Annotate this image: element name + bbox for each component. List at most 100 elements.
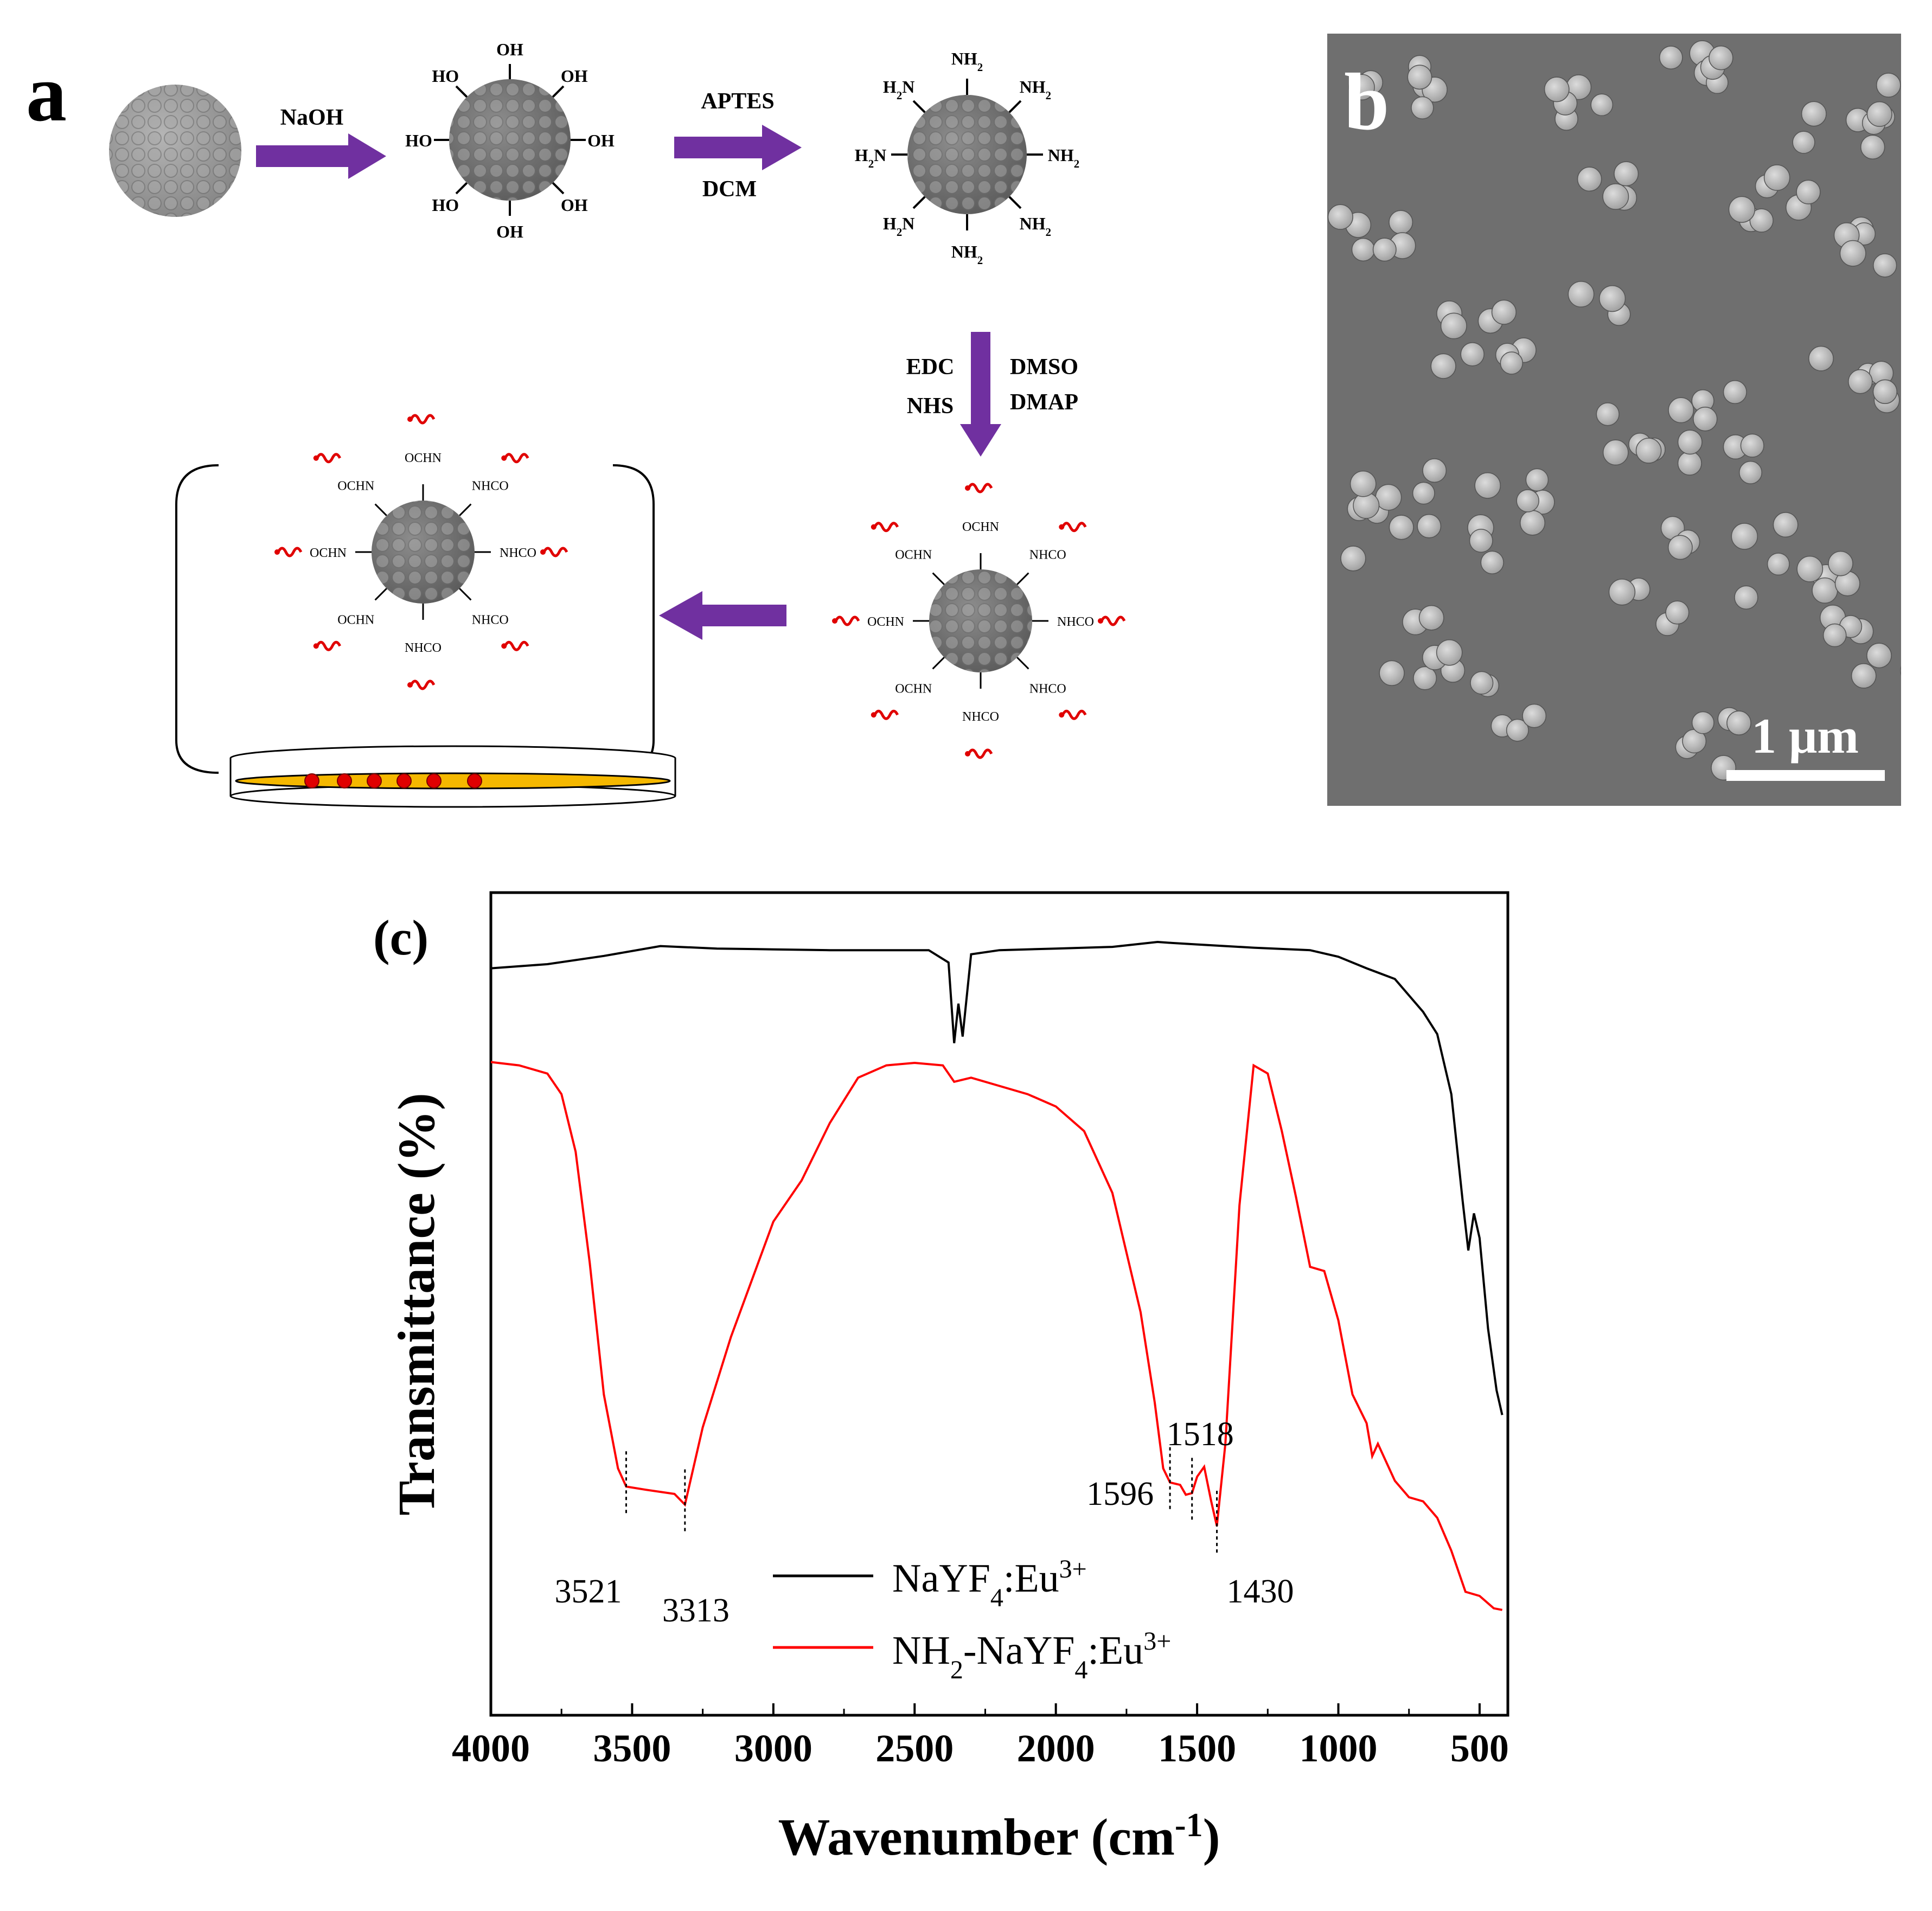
sem-particle [1866, 643, 1892, 669]
biomolecule-bead [871, 712, 877, 718]
sem-particle [1327, 204, 1353, 230]
arrow-edc [960, 332, 1001, 457]
amide-label: NHCO [1029, 548, 1066, 562]
bare-nanoparticle [109, 85, 241, 217]
amine-label: H2N [855, 145, 886, 170]
sem-particle [1668, 535, 1693, 560]
biomolecule-squiggle [873, 709, 899, 720]
x-tick-label: 500 [1450, 1727, 1509, 1770]
reagent-nhs: NHS [907, 394, 954, 419]
sem-particle [1602, 183, 1629, 210]
peak-label: 1518 [1167, 1416, 1234, 1453]
aminated-nanoparticle: NH2 NH2 NH2 H2N H2N H2N NH2 NH2 [855, 49, 1079, 267]
amide-bond [1016, 572, 1029, 585]
sem-particle [1590, 93, 1614, 117]
cell-particle-dot [337, 773, 352, 788]
reagent-dmso: DMSO [1010, 355, 1078, 380]
amine-bond [912, 100, 926, 113]
sem-particle [1876, 73, 1901, 98]
hydroxyl-label: OH [496, 40, 523, 59]
peak-label: 1596 [1086, 1476, 1154, 1512]
sem-particle [1577, 166, 1602, 192]
sem-particle [1668, 397, 1694, 424]
panel-c-letter: (c) [373, 910, 428, 965]
sem-particle [1734, 585, 1758, 610]
amide-label: NHCO [1057, 615, 1094, 629]
biomolecule-bead [501, 455, 507, 461]
sem-particle [1792, 131, 1815, 154]
sem-particle [1740, 433, 1764, 458]
sem-particle [1506, 719, 1529, 742]
hydroxylated-nanoparticle: OH OH OH HO HO HO OH OH [405, 40, 615, 241]
amine-label: H2N [883, 77, 914, 102]
legend-label-black: NaYF4:Eu3+ [892, 1555, 1087, 1612]
amine-label: NH2 [951, 49, 983, 74]
sem-particle [1866, 101, 1892, 127]
biomolecule-squiggle [834, 615, 860, 626]
hydroxyl-label: OH [561, 195, 588, 215]
amide-label: NHCO [962, 710, 999, 724]
amine-bond [1008, 100, 1022, 113]
x-tick-label: 3500 [593, 1727, 671, 1770]
sem-particle [1470, 671, 1494, 695]
biomolecule-bead [871, 524, 877, 530]
sem-particle [1812, 577, 1838, 604]
biomolecule-squiggle [967, 748, 993, 759]
plot-frame [489, 891, 1509, 1717]
sem-particle [1822, 623, 1847, 647]
sem-particle [1726, 710, 1751, 736]
legend-label-red: NH2-NaYF4:Eu3+ [892, 1627, 1171, 1684]
biomolecule-squiggle [873, 522, 899, 533]
hydroxyl-bond [552, 182, 565, 195]
biomolecule-bead [274, 549, 280, 555]
biomolecule-squiggle [1061, 522, 1087, 533]
biomolecule-bead [540, 549, 546, 555]
biomolecule-squiggle [410, 414, 436, 425]
amide-bond [1016, 657, 1029, 670]
amide-label: OCHN [337, 613, 374, 627]
legend: NaYF4:Eu3+ NH2-NaYF4:Eu3+ [773, 1555, 1171, 1684]
arrow-aptes [674, 125, 802, 170]
amine-bond [912, 196, 926, 209]
amine-label: NH2 [1020, 214, 1051, 239]
hydroxyl-label: HO [405, 131, 432, 150]
panel-b-letter: b [1344, 57, 1389, 147]
sem-particle [1417, 514, 1442, 538]
sem-particle [1709, 45, 1733, 70]
hydroxyl-label: OH [496, 222, 523, 241]
x-tick-label: 4000 [452, 1727, 530, 1770]
amide-label: OCHN [962, 520, 999, 534]
reagent-edc: EDC [906, 355, 955, 380]
peak-label: 3313 [662, 1592, 730, 1629]
sem-particle [1389, 210, 1413, 235]
reagent-naoh: NaOH [280, 105, 344, 130]
sem-particle [1491, 299, 1517, 325]
amine-bond [1008, 196, 1022, 209]
sem-particle [1872, 379, 1898, 404]
amide-label: NHCO [472, 613, 509, 627]
biomolecule-bead [965, 751, 970, 756]
sem-particle [1665, 600, 1690, 625]
sem-particle [1860, 134, 1885, 160]
panel-c: (c) 4000 3500 3000 2500 2000 1500 1000 500 3521… [373, 891, 1509, 1866]
amide-bond [459, 503, 472, 516]
sem-particle [1851, 663, 1877, 689]
cell-particle-dot [304, 773, 319, 788]
arrow-to-culture [659, 591, 786, 640]
sem-particle [1635, 438, 1662, 464]
cell-particle-dot [396, 773, 412, 788]
sem-particle [1677, 429, 1703, 455]
biomolecule-squiggle [504, 640, 529, 651]
sem-particle [1500, 351, 1523, 375]
sem-particle [1808, 345, 1834, 371]
hydroxyl-label: HO [432, 66, 459, 86]
peak-label: 1430 [1227, 1573, 1294, 1610]
hydroxyl-bond [455, 182, 468, 195]
sem-scale-label: 1 μm [1751, 708, 1859, 764]
nanoparticle-texture [372, 501, 475, 604]
sem-particle [1440, 312, 1467, 339]
biomolecule-bead [1059, 524, 1065, 530]
amide-label: OCHN [867, 615, 904, 629]
x-axis-label: Wavenumber (cm-1) [778, 1807, 1220, 1866]
